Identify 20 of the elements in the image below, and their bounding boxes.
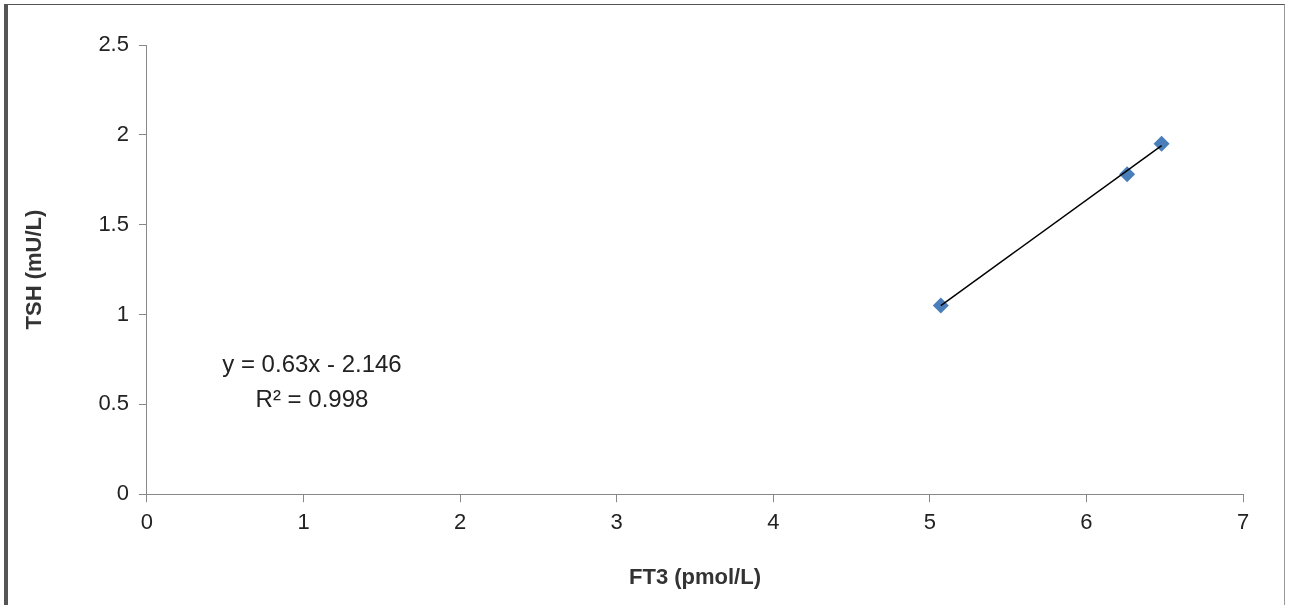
x-tick-label: 2 (454, 509, 467, 535)
y-axis-title: TSH (mU/L) (21, 209, 47, 330)
point (1153, 135, 1170, 152)
y-tick-label: 2 (116, 120, 129, 146)
point (932, 297, 949, 314)
x-axis-title: FT3 (pmol/L) (629, 563, 761, 589)
x-tick-label: 0 (140, 509, 154, 535)
x-tick-label: 4 (767, 509, 780, 535)
x-tick-label: 3 (610, 509, 623, 535)
y-tick-label: 1 (116, 300, 129, 326)
y-tick-label: 2.5 (98, 31, 129, 57)
y-tick-label: 0.5 (98, 390, 129, 416)
y-tick-label: 1.5 (98, 210, 129, 236)
annotation: R² = 0.998 (255, 385, 369, 412)
x-tick-label: 6 (1080, 509, 1093, 535)
x-tick-label: 7 (1236, 509, 1250, 535)
annotation: y = 0.63x - 2.146 (222, 350, 402, 377)
x-tick-label: 1 (297, 509, 310, 535)
x-tick-label: 5 (923, 509, 936, 535)
y-tick-label: 0 (116, 480, 129, 506)
